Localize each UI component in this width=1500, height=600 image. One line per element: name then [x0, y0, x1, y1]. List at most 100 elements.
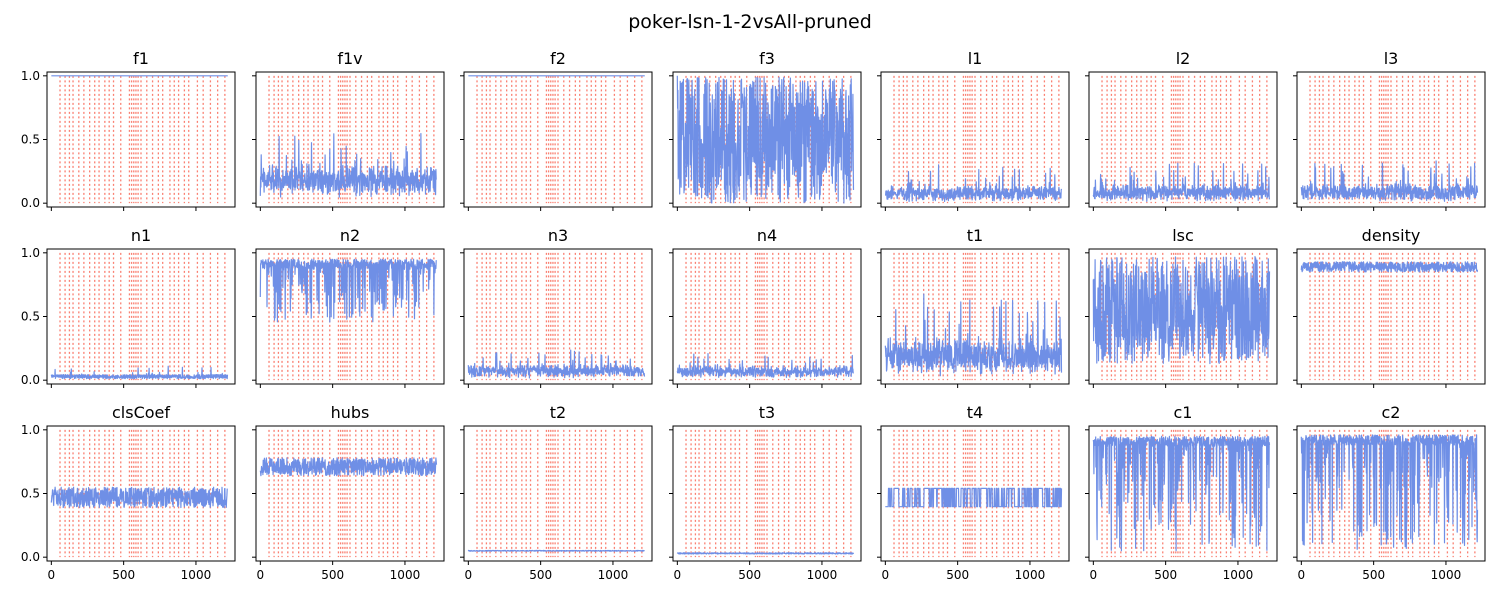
series-line: [1300, 160, 1479, 202]
vertical-lines: [476, 75, 643, 204]
panel-n3: n3: [460, 226, 653, 388]
vertical-lines: [893, 75, 1060, 204]
x-tick-label: 500: [1362, 568, 1385, 582]
panel-title: c2: [1382, 403, 1401, 422]
series-line: [259, 133, 437, 198]
panel-title: f1: [133, 49, 149, 68]
panel-c1: c1 0 500 1000: [1085, 403, 1278, 582]
panel-c2: c2 0 500 1000: [1293, 403, 1486, 582]
y-tick-label: 0.5: [21, 310, 40, 324]
y-tick-label: 0.5: [21, 133, 40, 147]
series-line: [1300, 434, 1479, 550]
x-tick-label: 1000: [1223, 568, 1254, 582]
panel-title: c1: [1174, 403, 1193, 422]
panel-title: l2: [1176, 49, 1191, 68]
panel-title: n1: [131, 226, 151, 245]
x-tick-label: 0: [882, 568, 890, 582]
series-line: [259, 258, 437, 323]
panel-title: density: [1362, 226, 1421, 245]
series-line: [884, 293, 1063, 377]
panel-t1: t1: [877, 226, 1070, 388]
vertical-lines: [59, 252, 226, 381]
panel-f2: f2: [460, 49, 653, 211]
panel-title: n3: [548, 226, 568, 245]
panel-n1: n1 0.0 0.5 1.0: [21, 226, 236, 388]
x-tick-label: 500: [946, 568, 969, 582]
panel-density: density: [1293, 226, 1486, 388]
series-line: [467, 349, 646, 379]
panel-n2: n2: [252, 226, 445, 388]
series-line: [50, 486, 228, 509]
figure-title: poker-lsn-1-2vsAll-pruned: [628, 11, 872, 33]
vertical-lines: [268, 429, 435, 558]
panel-t2: t2 0 500 1000: [460, 403, 653, 582]
panel-clsCoef: clsCoef 0.0 0.5 1.0 0 500 1000: [21, 403, 236, 582]
panel-title: t1: [967, 226, 983, 245]
panel-title: lsc: [1172, 226, 1194, 245]
series-line: [467, 549, 645, 552]
series-line: [676, 353, 854, 378]
vertical-lines: [1309, 252, 1476, 381]
vertical-lines: [476, 429, 643, 558]
panel-title: n4: [757, 226, 777, 245]
panel-lsc: lsc: [1085, 226, 1278, 388]
panel-l2: l2: [1085, 49, 1278, 211]
panel-f1v: f1v: [252, 49, 445, 211]
panel-title: hubs: [331, 403, 370, 422]
panel-f3: f3: [669, 49, 862, 211]
vertical-lines: [1101, 75, 1268, 204]
vertical-lines: [685, 252, 852, 381]
panel-title: l1: [968, 49, 983, 68]
x-tick-label: 500: [112, 568, 135, 582]
panel-title: l3: [1384, 49, 1399, 68]
x-tick-label: 0: [257, 568, 265, 582]
x-tick-label: 1000: [598, 568, 629, 582]
x-tick-label: 0: [1090, 568, 1098, 582]
y-tick-label: 0.0: [21, 196, 40, 210]
series-line: [1092, 162, 1271, 202]
x-tick-label: 500: [1154, 568, 1177, 582]
panel-hubs: hubs 0 500 1000: [252, 403, 445, 582]
x-tick-label: 1000: [181, 568, 212, 582]
series-line: [676, 552, 855, 555]
panel-title: f3: [759, 49, 775, 68]
series-line: [885, 487, 1063, 508]
x-tick-label: 0: [465, 568, 473, 582]
panel-title: f1v: [337, 49, 362, 68]
series-line: [259, 457, 438, 477]
panel-t3: t3 0 500 1000: [669, 403, 862, 582]
x-tick-label: 500: [321, 568, 344, 582]
panel-t4: t4 0 500 1000: [877, 403, 1070, 582]
y-tick-label: 0.0: [21, 373, 40, 387]
vertical-lines: [685, 429, 852, 558]
vertical-lines: [476, 252, 643, 381]
panel-l1: l1: [877, 49, 1070, 211]
y-tick-label: 0.5: [21, 487, 40, 501]
series-line: [1300, 261, 1479, 273]
panel-title: clsCoef: [112, 403, 170, 422]
series-line: [1092, 256, 1271, 365]
x-tick-label: 1000: [390, 568, 421, 582]
panel-n4: n4: [669, 226, 862, 388]
series-line: [1092, 435, 1271, 552]
panel-l3: l3: [1293, 49, 1486, 211]
x-tick-label: 1000: [1431, 568, 1462, 582]
panels-grid: f1 0.0 0.5 1.0 f1v f2 f3 l1 l2 l3 n1 0.0 0.5 1.0 n2 n3 n…: [21, 49, 1486, 582]
y-tick-label: 1.0: [21, 69, 40, 83]
y-tick-label: 1.0: [21, 423, 40, 437]
panel-title: f2: [550, 49, 566, 68]
x-tick-label: 1000: [1015, 568, 1046, 582]
series-line: [676, 75, 855, 204]
panel-title: t3: [759, 403, 775, 422]
y-tick-label: 1.0: [21, 246, 40, 260]
panel-f1: f1 0.0 0.5 1.0: [21, 49, 236, 211]
vertical-lines: [268, 75, 435, 204]
panel-title: t4: [967, 403, 983, 422]
vertical-lines: [59, 75, 226, 204]
series-line: [50, 365, 229, 380]
x-tick-label: 500: [738, 568, 761, 582]
x-tick-label: 500: [529, 568, 552, 582]
x-tick-label: 0: [48, 568, 56, 582]
x-tick-label: 1000: [807, 568, 838, 582]
